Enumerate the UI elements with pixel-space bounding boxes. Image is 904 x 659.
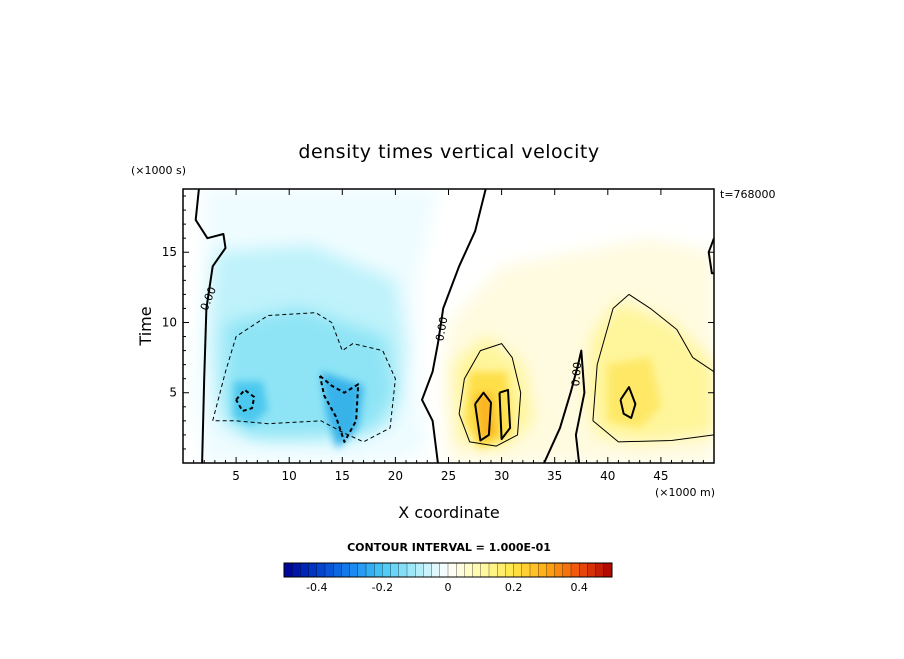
colorbar-cell [538, 562, 547, 578]
colorbar-cell [570, 562, 580, 578]
colorbar-cell [464, 562, 474, 578]
x-tick-label: 25 [441, 469, 456, 483]
contour-positive-right-core [619, 386, 637, 419]
colorbar: -0.4 -0.2 0 0.2 0.4 [283, 562, 613, 594]
colorbar-cell [579, 562, 588, 578]
colorbar-cell [546, 562, 556, 578]
colorbar-cell [341, 562, 351, 578]
colorbar-cell [595, 562, 605, 578]
contour-negative-left [235, 388, 256, 412]
contour-label: 0.00 [433, 316, 450, 342]
colorbar-cell [324, 562, 334, 578]
contour-interval-label: CONTOUR INTERVAL = 1.000E-01 [347, 541, 551, 554]
x-axis-label: X coordinate [398, 503, 499, 522]
colorbar-cell [398, 562, 408, 578]
x-tick-label: 30 [494, 469, 509, 483]
zero-contour-center [421, 189, 487, 463]
x-tick-label: 40 [600, 469, 615, 483]
x-tick-label: 5 [232, 469, 240, 483]
colorbar-cell [480, 562, 490, 578]
colorbar-cell [300, 562, 310, 578]
colorbar-cell [349, 562, 359, 578]
chart-title: density times vertical velocity [298, 141, 599, 163]
contour-label: 0.00 [569, 361, 584, 387]
colorbar-cell [374, 562, 383, 578]
x-scale-label: (×1000 m) [655, 486, 715, 499]
y-axis-label: Time [136, 306, 155, 346]
contour-positive-right-outer [592, 293, 714, 443]
colorbar-cell [308, 562, 318, 578]
contour-negative-center [319, 375, 360, 443]
contour-lines: 0.000.000.00 [194, 189, 714, 463]
colorbar-cell [390, 562, 400, 578]
colorbar-cell [505, 562, 515, 578]
colorbar-cell [562, 562, 572, 578]
x-tick-label: 45 [653, 469, 668, 483]
colorbar-cell [513, 562, 523, 578]
x-tick-label: 10 [282, 469, 297, 483]
colorbar-cell [603, 562, 613, 578]
colorbar-cell [587, 562, 597, 578]
shade-positive-right-core [607, 357, 661, 428]
x-tick-label: 35 [547, 469, 562, 483]
colorbar-tick-label: 0 [445, 581, 452, 594]
y-tick-label: 10 [162, 315, 177, 329]
colorbar-cell [456, 562, 465, 578]
contour-positive-core-b [498, 388, 512, 441]
colorbar-tick-label: -0.4 [306, 581, 327, 594]
x-tick-label: 15 [335, 469, 350, 483]
contour-positive-outer [458, 343, 522, 447]
zero-contour-right [543, 349, 586, 463]
colorbar-cell [283, 562, 293, 578]
colorbar-cell [423, 562, 433, 578]
colorbar-frame [283, 562, 613, 578]
colorbar-cell [472, 562, 482, 578]
y-scale-label: (×1000 s) [131, 164, 186, 177]
colorbar-cell [357, 562, 367, 578]
colorbar-tick-label: 0.4 [570, 581, 588, 594]
contour-positive-core-a [474, 391, 492, 442]
colorbar-tick-label: -0.2 [372, 581, 393, 594]
colorbar-cell [415, 562, 424, 578]
colorbar-cell [488, 562, 498, 578]
colorbar-cell [447, 562, 457, 578]
colorbar-cell [497, 562, 506, 578]
colorbar-cell [365, 562, 375, 578]
zero-contour-left [194, 189, 227, 463]
x-tick-label: 20 [388, 469, 403, 483]
colorbar-cell [292, 562, 301, 578]
colorbar-cell [554, 562, 564, 578]
colorbar-cell [431, 562, 441, 578]
shade-negative-center-peak [321, 371, 364, 449]
y-tick-label: 15 [162, 245, 177, 259]
zero-contour-edge [707, 237, 714, 275]
colorbar-cell [382, 562, 392, 578]
colorbar-cell [406, 562, 416, 578]
axis-ticks: 5 10 15 20 25 30 35 40 45 5 10 15 [162, 189, 714, 483]
contour-negative-outer [212, 312, 396, 443]
colorbar-cell [316, 562, 326, 578]
colorbar-cell [521, 562, 531, 578]
colorbar-cell [333, 562, 342, 578]
colorbar-tick-label: 0.2 [505, 581, 523, 594]
field-shading [183, 189, 714, 463]
colorbar-cell [439, 562, 449, 578]
time-label: t=768000 [720, 188, 776, 201]
y-tick-label: 5 [169, 386, 177, 400]
colorbar-cell [529, 562, 539, 578]
